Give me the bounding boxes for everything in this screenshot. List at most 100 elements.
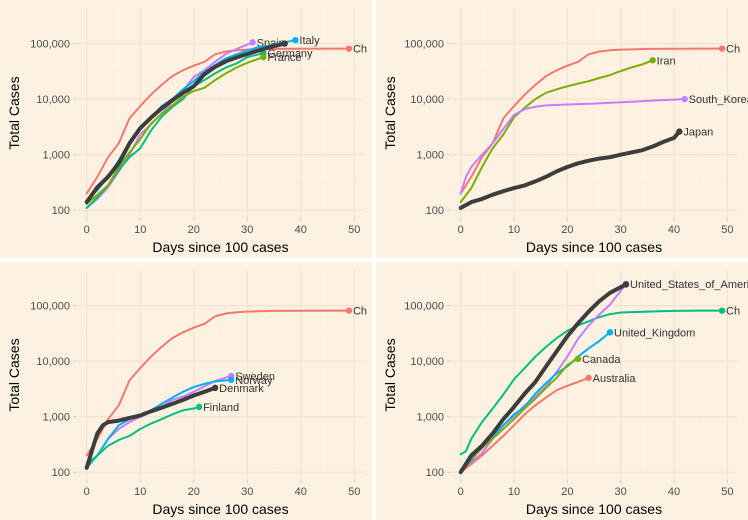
series-line-finland <box>85 405 201 469</box>
y-tick-label: 100 <box>52 205 70 217</box>
y-tick-label: 1,000 <box>42 150 70 162</box>
x-tick-label: 0 <box>458 224 464 236</box>
x-tick-label: 20 <box>561 224 573 236</box>
x-tick-label: 10 <box>508 224 520 236</box>
x-tick-label: 30 <box>615 224 627 236</box>
series-line-denmark <box>84 385 218 470</box>
series-end-label: Ch <box>353 306 367 318</box>
y-tick-label: 1,000 <box>416 150 444 162</box>
x-tick-label: 30 <box>241 486 253 498</box>
y-axis-title: Total Cases <box>382 76 398 149</box>
panel-3: 0 10 20 30 40 50 100 1,000 10,000 100,000 Days sin… <box>0 262 372 520</box>
series-end-label: Iran <box>657 55 676 67</box>
panel-background <box>0 0 372 258</box>
series-line-japan <box>458 129 682 210</box>
x-axis-title: Days since 100 cases <box>526 239 662 255</box>
series-end-label: Denmark <box>219 383 264 395</box>
series-line-france <box>85 56 265 205</box>
x-tick-label: 50 <box>721 224 733 236</box>
panel-background <box>376 262 748 520</box>
series-line-united_states_of_america <box>459 282 627 474</box>
x-tick-label: 0 <box>84 486 90 498</box>
series-group: Ch Iran South_Korea Japan <box>458 44 748 210</box>
series-end-point <box>676 128 683 135</box>
x-tick-label: 50 <box>348 224 360 236</box>
y-tick-label: 100,000 <box>404 301 444 313</box>
y-tick-label: 10,000 <box>410 356 444 368</box>
series-end-point <box>681 95 688 103</box>
series-line-canada <box>459 357 579 471</box>
y-tick-label: 1,000 <box>416 412 444 424</box>
series-line-germany <box>85 52 265 209</box>
series-end-label: France <box>267 52 301 64</box>
x-tick-label: 0 <box>458 486 464 498</box>
x-tick-label: 20 <box>188 486 200 498</box>
series-end-point <box>345 307 353 314</box>
series-end-label: South_Korea <box>689 94 748 106</box>
x-axis-title: Days since 100 cases <box>152 501 288 517</box>
series-end-point <box>228 376 235 384</box>
x-tick-label: 10 <box>134 486 146 498</box>
series-end-label: Australia <box>593 373 637 385</box>
x-axis-title: Days since 100 cases <box>152 239 288 255</box>
series-end-point <box>211 384 219 392</box>
y-axis-title: Total Cases <box>382 338 398 411</box>
x-tick-label: 20 <box>561 486 573 498</box>
x-tick-label: 0 <box>84 224 90 236</box>
y-tick-label: 100 <box>426 205 444 217</box>
series-end-point <box>249 39 256 46</box>
series-line-china <box>459 309 723 456</box>
series-end-point <box>574 355 582 363</box>
series-end-point <box>585 374 592 382</box>
x-tick-label: 50 <box>348 486 360 498</box>
series-line-highlighted <box>84 41 287 205</box>
series-line-iran <box>459 59 654 204</box>
series-end-label: Canada <box>582 354 621 366</box>
series-end-point <box>281 40 288 47</box>
panel-4: 0 10 20 30 40 50 100 1,000 10,000 100,000 Days sin… <box>376 262 748 520</box>
panel-1: 0 10 20 30 40 50 100 1,000 10,000 100,000 Days sin… <box>0 0 372 258</box>
series-line-highlighted <box>458 282 628 475</box>
series-end-label: Japan <box>683 127 713 139</box>
series-line-south_korea <box>459 98 686 195</box>
series-end-point <box>260 53 267 61</box>
y-tick-label: 100,000 <box>30 301 70 313</box>
panel-2: 0 10 20 30 40 50 100 1,000 10,000 100,000 Days sin… <box>376 0 748 258</box>
y-tick-label: 10,000 <box>410 94 444 106</box>
series-end-label: Germany <box>267 48 313 60</box>
y-tick-label: 1,000 <box>42 412 70 424</box>
series-line-norway <box>85 378 233 466</box>
series-end-label: Ch <box>353 44 367 56</box>
series-end-label: Sweden <box>235 371 275 383</box>
series-end-point <box>622 281 630 288</box>
series-group: Ch United_States_of_America United_Kingdom… <box>458 279 748 475</box>
series-line-australia <box>459 376 590 474</box>
series-end-point <box>195 403 203 411</box>
y-axis-title: Total Cases <box>6 338 22 411</box>
y-tick-label: 10,000 <box>36 356 70 368</box>
series-end-point <box>718 45 726 52</box>
y-tick-label: 10,000 <box>36 94 70 106</box>
panel-background <box>376 0 748 258</box>
series-end-label: Norway <box>235 375 273 387</box>
series-end-point <box>292 36 299 44</box>
series-end-label: Italy <box>299 35 320 47</box>
y-tick-label: 100,000 <box>404 39 444 51</box>
x-tick-label: 40 <box>295 486 307 498</box>
series-end-label: United_Kingdom <box>614 327 695 339</box>
x-tick-label: 30 <box>615 486 627 498</box>
series-end-label: Ch <box>726 44 740 56</box>
series-end-point <box>718 307 726 314</box>
series-end-point <box>649 57 656 64</box>
series-end-label: Ch <box>726 306 740 318</box>
y-axis-title: Total Cases <box>6 76 22 149</box>
x-tick-label: 10 <box>508 486 520 498</box>
x-tick-label: 30 <box>241 224 253 236</box>
x-tick-label: 10 <box>134 224 146 236</box>
series-line-china <box>85 309 350 457</box>
series-end-point <box>606 329 614 336</box>
series-line-china <box>459 47 723 195</box>
